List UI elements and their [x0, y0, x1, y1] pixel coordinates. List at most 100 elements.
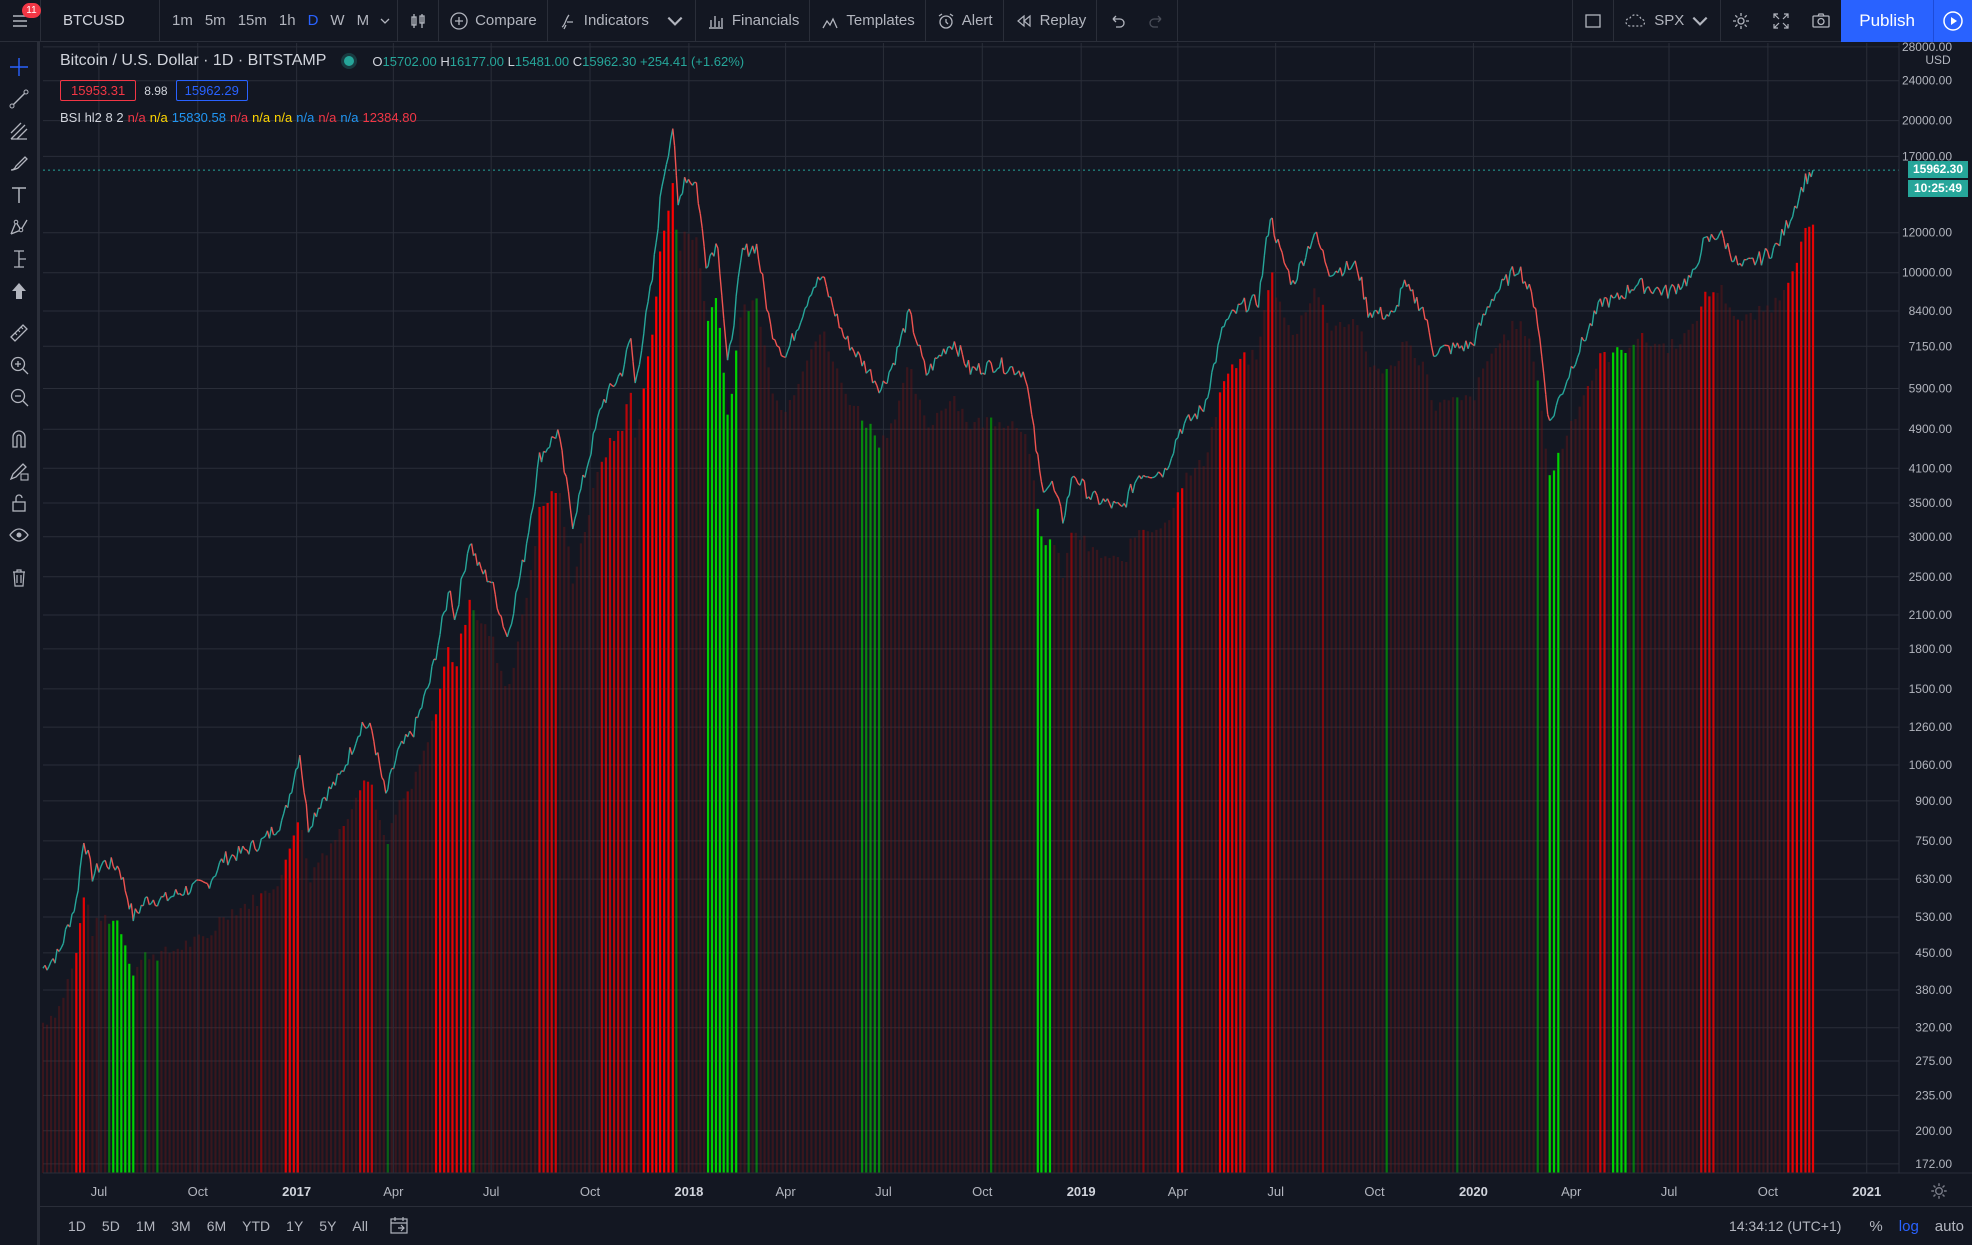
bsi-bar: [342, 825, 345, 1173]
price-candle: [167, 897, 171, 902]
price-candle: [229, 854, 233, 860]
price-candle: [124, 890, 128, 899]
price-candle: [894, 346, 898, 366]
bsi-bar: [1024, 434, 1027, 1173]
price-candle: [769, 323, 774, 340]
price-candle: [525, 531, 530, 544]
range-5d[interactable]: 5D: [101, 1218, 120, 1234]
redo-button[interactable]: [1137, 0, 1177, 42]
interval-1m[interactable]: 1m: [172, 12, 193, 29]
price-candle: [1053, 490, 1058, 495]
price-candle: [443, 609, 447, 613]
range-3m[interactable]: 3M: [171, 1218, 191, 1234]
price-candle: [1305, 246, 1309, 258]
hide-drawings-tool[interactable]: [6, 522, 32, 548]
replay-button[interactable]: Replay: [1004, 0, 1097, 42]
lock-drawings-tool[interactable]: [6, 490, 32, 516]
interval-5m[interactable]: 5m: [204, 12, 226, 29]
log-scale-toggle[interactable]: log: [1898, 1217, 1919, 1235]
chevron-down-icon[interactable]: [665, 11, 685, 31]
percent-scale-toggle[interactable]: %: [1869, 1217, 1883, 1235]
price-candle: [804, 305, 808, 309]
price-candle: [453, 611, 458, 621]
play-button[interactable]: [1933, 0, 1972, 42]
indicator-name[interactable]: BSI hl2 8 2: [60, 110, 124, 125]
compare-button[interactable]: Compare: [439, 0, 547, 42]
price-candle: [1553, 405, 1557, 417]
bsi-bar: [844, 393, 847, 1173]
ruler-tool[interactable]: [6, 320, 32, 346]
price-candle: [1079, 478, 1083, 486]
price-candle: [1315, 231, 1320, 243]
price-candle: [225, 851, 229, 866]
templates-button[interactable]: Templates: [810, 0, 924, 42]
price-candle: [1616, 292, 1621, 300]
crosshair-tool[interactable]: [6, 54, 32, 80]
timezone-clock[interactable]: 14:34:12 (UTC+1): [1728, 1218, 1842, 1234]
remove-drawings-tool[interactable]: [6, 564, 32, 590]
range-5y[interactable]: 5Y: [319, 1218, 337, 1234]
zoom-out-tool[interactable]: [6, 384, 32, 410]
interval-m[interactable]: M: [356, 12, 370, 29]
bsi-bar: [1150, 532, 1154, 1173]
price-candle: [713, 243, 717, 257]
bsi-bar: [222, 917, 225, 1173]
go-to-date-icon[interactable]: [388, 1215, 410, 1237]
chevron-down-icon[interactable]: [379, 15, 391, 27]
financials-button[interactable]: Financials: [696, 0, 810, 42]
price-candle: [1187, 414, 1192, 422]
undo-button[interactable]: [1097, 0, 1137, 42]
trend-line-tool[interactable]: [6, 86, 32, 112]
range-all[interactable]: All: [352, 1218, 368, 1234]
interval-w[interactable]: W: [330, 12, 345, 29]
publish-button[interactable]: Publish: [1841, 0, 1933, 42]
auto-scale-toggle[interactable]: auto: [1934, 1217, 1964, 1235]
interval-d[interactable]: D: [307, 12, 319, 29]
interval-15m[interactable]: 15m: [237, 12, 267, 29]
price-candle: [1239, 302, 1243, 305]
range-6m[interactable]: 6M: [206, 1218, 227, 1234]
indicators-button[interactable]: Indicators: [548, 0, 695, 42]
icons-tool[interactable]: [6, 278, 32, 304]
range-1d[interactable]: 1D: [68, 1218, 86, 1234]
price-scale[interactable]: 172.00 200.00 235.00 275.00 320.00 380.00 450.…: [1902, 40, 1952, 1171]
range-1y[interactable]: 1Y: [286, 1218, 304, 1234]
series-title[interactable]: Bitcoin / U.S. Dollar · 1D · BITSTAMP: [60, 52, 327, 69]
bsi-bar: [1570, 420, 1573, 1173]
text-tool[interactable]: [6, 182, 32, 208]
zoom-in-tool[interactable]: [6, 352, 32, 378]
bsi-bar: [390, 823, 393, 1173]
pattern-tool[interactable]: [6, 214, 32, 240]
symbol-search-button[interactable]: BTCUSD: [63, 12, 125, 29]
bsi-bar: [197, 934, 200, 1173]
chevron-down-icon[interactable]: [1690, 11, 1710, 31]
snapshot-button[interactable]: [1801, 0, 1841, 42]
interval-1h[interactable]: 1h: [278, 12, 296, 29]
chart-style-button[interactable]: [398, 0, 438, 42]
fullscreen-button[interactable]: [1761, 0, 1801, 42]
time-scale[interactable]: Jul Oct 2017 Apr Jul Oct 2018 Apr Jul Oct 2019 Apr J…: [91, 1184, 1882, 1199]
stay-in-drawing-tool[interactable]: [6, 458, 32, 484]
prediction-tool[interactable]: [6, 246, 32, 272]
bsi-bar: [1811, 224, 1815, 1173]
range-ytd[interactable]: YTD: [242, 1218, 271, 1234]
brush-tool[interactable]: [6, 150, 32, 176]
menu-button[interactable]: 11: [0, 0, 41, 42]
chart-settings-gear-icon[interactable]: [1928, 1180, 1950, 1202]
bsi-bar: [1603, 352, 1606, 1173]
fib-tool[interactable]: [6, 118, 32, 144]
magnet-tool[interactable]: [6, 426, 32, 452]
layout-button[interactable]: [1573, 0, 1613, 42]
buy-price-button[interactable]: 15962.29: [175, 80, 248, 101]
settings-button[interactable]: [1721, 0, 1761, 42]
alert-button[interactable]: Alert: [926, 0, 1003, 42]
bsi-bar: [575, 566, 578, 1173]
range-1m[interactable]: 1M: [135, 1218, 156, 1234]
sell-price-button[interactable]: 15953.31: [60, 80, 137, 101]
y-tick-label: 380.00: [1915, 983, 1952, 997]
price-candle: [1096, 495, 1100, 505]
bsi-bar: [1519, 321, 1522, 1174]
spx-layout-button[interactable]: SPX: [1614, 0, 1720, 42]
bsi-bar: [1259, 336, 1262, 1174]
